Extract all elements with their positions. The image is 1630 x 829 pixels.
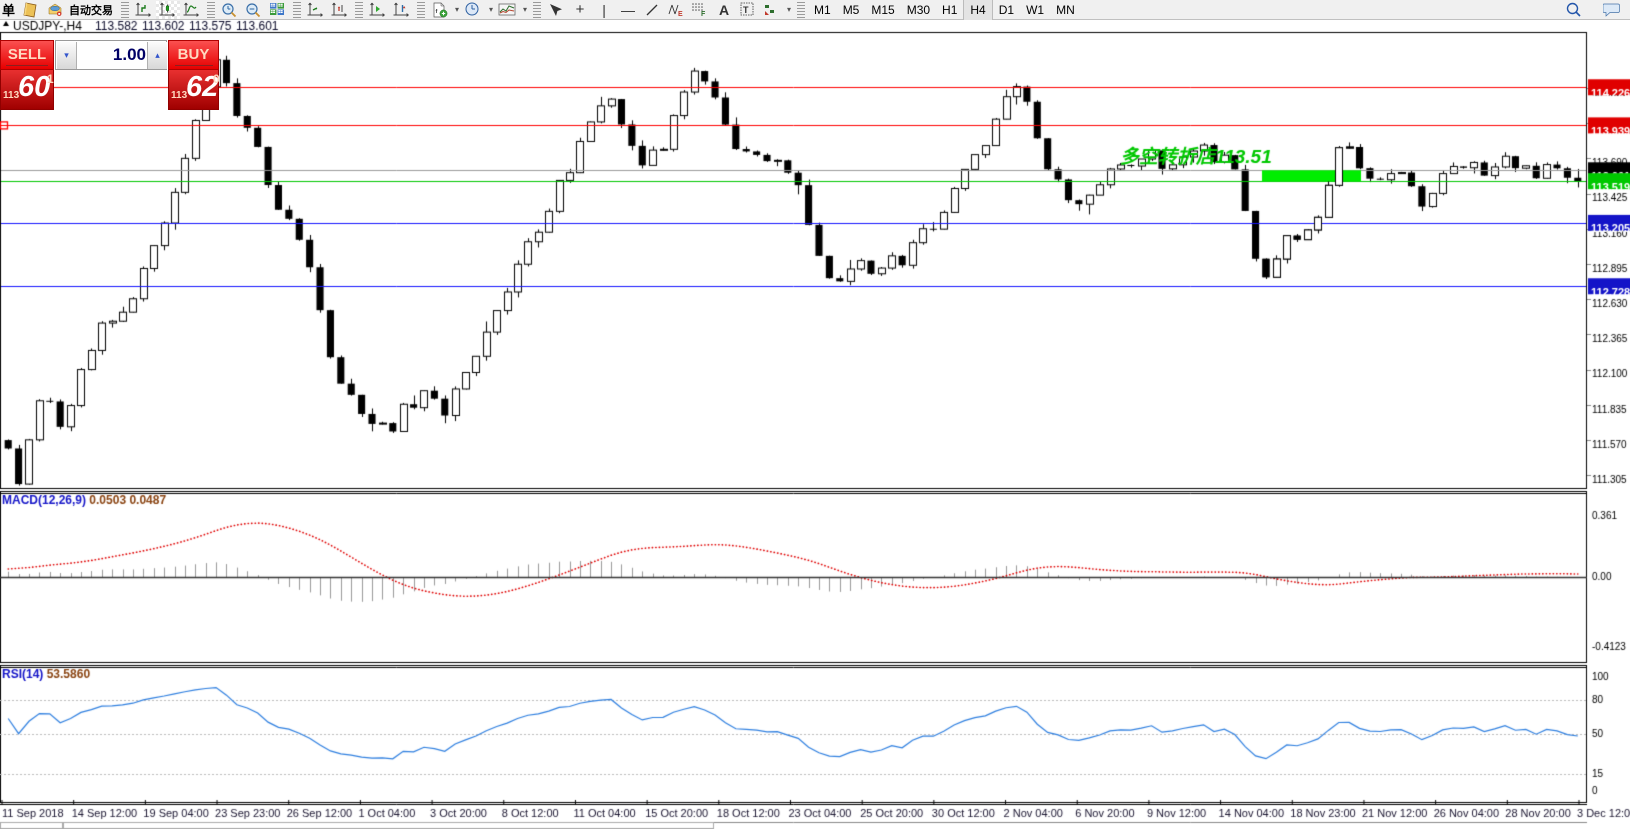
svg-text:E: E [678, 11, 683, 18]
svg-text:F: F [701, 11, 706, 18]
svg-text:T: T [743, 5, 749, 15]
svg-text:f: f [436, 9, 438, 15]
